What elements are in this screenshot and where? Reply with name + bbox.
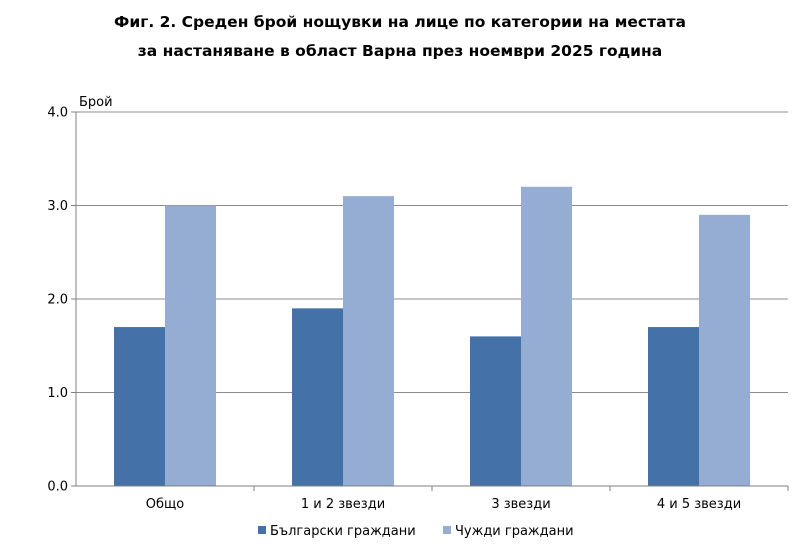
x-tick-label: Общо bbox=[146, 497, 184, 512]
x-tick-label: 1 и 2 звезди bbox=[301, 497, 385, 512]
bar-bulgarian-0 bbox=[114, 327, 165, 486]
y-tick-label: 3.0 bbox=[47, 199, 68, 214]
chart-title: Фиг. 2. Среден брой нощувки на лице по к… bbox=[0, 8, 800, 66]
bar-bulgarian-3 bbox=[648, 327, 699, 486]
y-tick-label: 4.0 bbox=[47, 106, 68, 121]
y-tick-label: 2.0 bbox=[47, 293, 68, 308]
bar-foreign-3 bbox=[699, 214, 750, 486]
y-axis-label: Брой bbox=[79, 95, 113, 110]
legend: Български граждани Чужди граждани bbox=[258, 524, 574, 539]
bar-foreign-1 bbox=[343, 196, 394, 486]
legend-label: Чужди граждани bbox=[455, 524, 574, 539]
bar-bulgarian-1 bbox=[292, 308, 343, 486]
bar-foreign-2 bbox=[521, 186, 572, 487]
x-tick-label: 4 и 5 звезди bbox=[657, 497, 741, 512]
legend-swatch bbox=[443, 526, 451, 534]
bar-bulgarian-2 bbox=[470, 336, 521, 486]
axes bbox=[71, 111, 789, 491]
legend-swatch bbox=[258, 526, 266, 534]
bars bbox=[114, 186, 750, 487]
chart-title-line-2: за настаняване в област Варна през ноемв… bbox=[137, 42, 663, 60]
y-tick-label: 1.0 bbox=[47, 386, 68, 401]
axis-labels: 0.0 1.0 2.0 3.0 4.0 Брой Общо 1 и 2 звезди 3 зве… bbox=[47, 95, 741, 512]
x-tick-label: 3 звезди bbox=[491, 497, 550, 512]
y-tick-label: 0.0 bbox=[47, 480, 68, 495]
chart-title-line-1: Фиг. 2. Среден брой нощувки на лице по к… bbox=[114, 13, 686, 31]
bar-foreign-0 bbox=[165, 205, 216, 486]
legend-label: Български граждани bbox=[270, 524, 416, 539]
